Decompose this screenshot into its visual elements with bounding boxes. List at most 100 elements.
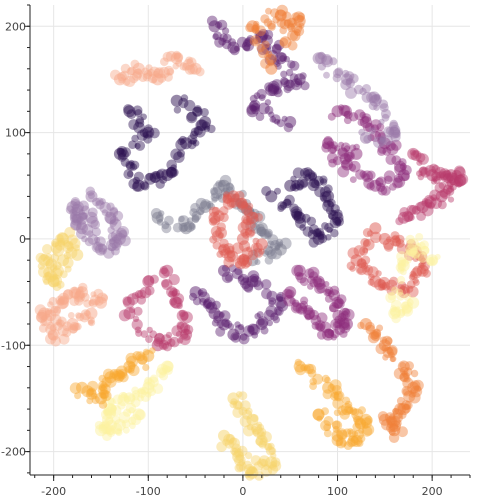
trail-point [321,222,329,230]
trail-point [135,116,145,125]
trail-point [243,460,252,470]
trail-point [326,226,333,233]
trail-point [341,318,353,330]
trail-point [340,105,352,117]
trail-point [172,62,180,70]
trail-point [145,335,153,343]
trail-point [265,53,277,65]
trail-point [396,396,405,405]
trail-point [246,254,259,267]
trail-point [219,310,231,322]
trail-point [330,391,340,401]
trail-point [311,179,320,189]
trail-point [236,254,249,267]
trail-point [370,124,380,133]
trail-point [370,231,382,243]
trail-point [228,264,237,273]
trail-point [261,279,272,290]
trail-point [222,33,232,44]
trail-series [395,147,469,226]
trail-point [214,37,225,48]
trail-point [77,216,84,223]
trail-point [307,179,320,192]
trail-point [266,319,273,327]
trail-point [199,298,207,306]
trail-point [331,420,341,430]
trail-point [173,106,182,114]
trail-point [330,204,340,214]
trail-point [383,242,394,252]
trail-point [43,267,54,278]
trail-point [407,296,420,309]
trail-point [376,324,384,332]
trail-point [398,158,407,167]
trail-point [306,216,317,226]
trail-point [234,321,241,328]
trail-point [265,84,278,97]
trail-point [341,142,351,152]
trail-point [362,247,369,254]
trail-point [416,264,429,277]
trail-point [132,315,140,322]
trail-point [369,222,382,235]
trail-point [75,212,88,225]
trail-point [389,183,397,191]
trail-point [88,319,96,327]
trail-point [131,319,143,331]
trail-point [133,121,145,134]
trail-point [95,197,104,206]
trail-point [140,113,147,121]
trail-point [347,428,354,435]
trail-point [410,369,419,378]
trail-point [342,308,355,321]
trail-point [314,320,326,332]
trail-point [245,227,256,238]
trail-point [249,94,258,103]
trail-point [166,159,177,171]
trail-point [161,221,170,230]
trail-point [353,245,366,257]
trail-point [227,190,240,203]
trail-point [344,110,353,120]
trail-point [407,238,420,251]
trail-point [151,211,164,224]
trail-point [363,266,371,273]
trail-series [94,360,174,442]
trail-point [275,308,282,316]
trail-point [126,170,134,178]
trail-point [322,199,334,212]
trail-point [67,312,75,319]
trail-point [149,374,159,383]
trail-point [378,118,385,126]
trail-point [406,204,417,215]
trail-point [210,225,222,237]
trail-point [322,381,335,394]
trail-point [392,177,403,189]
trail-point [299,224,307,231]
trail-point [333,409,341,417]
trail-point [361,255,371,265]
trail-point [408,274,416,281]
trail-point [304,268,315,278]
trail-point [317,62,326,71]
trail-point [338,307,351,320]
trail-point [107,226,115,234]
trail-point [417,173,424,181]
trail-point [208,20,221,33]
trail-point [268,447,277,455]
trail-point [294,29,301,36]
trail-point [293,73,306,86]
trail-point [159,371,169,381]
trail-point [161,169,174,182]
trail-series [69,347,156,409]
trail-point [161,334,172,346]
trail-point [105,424,117,436]
trail-point [193,105,202,113]
trail-point [52,265,64,277]
trail-point [415,233,424,241]
trail-point [168,290,175,298]
trail-point [312,232,325,245]
trail-point [59,270,68,279]
trail-point [134,326,142,334]
trail-point [289,297,297,305]
